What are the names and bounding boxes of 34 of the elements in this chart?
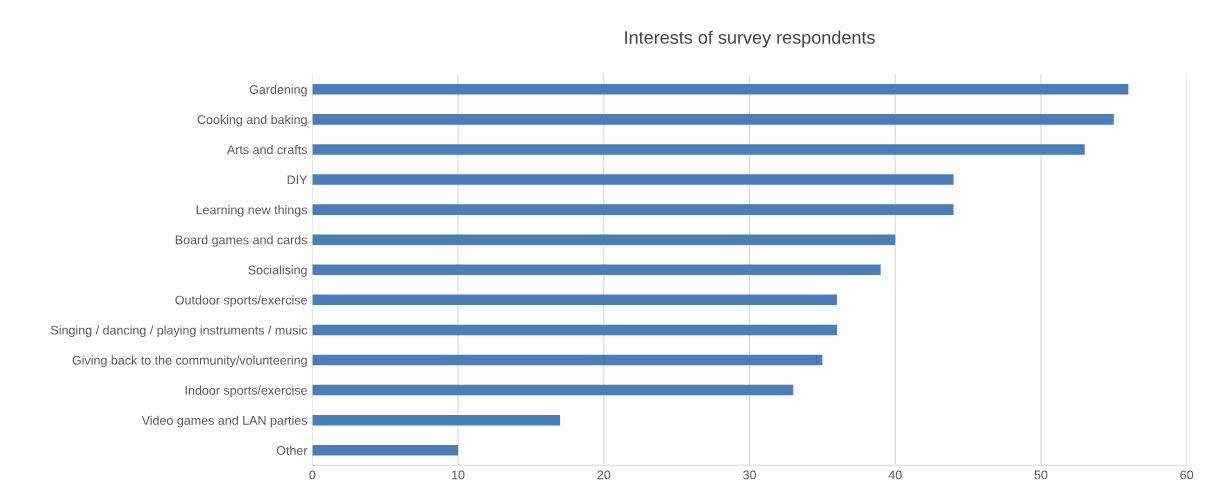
y-tick-label: Outdoor sports/exercise bbox=[175, 295, 307, 307]
x-tick-label: 50 bbox=[1034, 470, 1048, 480]
bar bbox=[312, 414, 561, 426]
bar bbox=[312, 264, 881, 276]
y-tick-label: Socialising bbox=[248, 265, 307, 277]
y-tick-label: Arts and crafts bbox=[226, 144, 308, 155]
y-tick-label: Cooking and baking bbox=[197, 114, 307, 127]
y-tick-label: Board games and cards bbox=[175, 235, 308, 247]
bar bbox=[312, 445, 459, 456]
bar bbox=[312, 294, 837, 306]
y-tick-label: Other bbox=[276, 445, 308, 455]
x-tick-label: 0 bbox=[309, 470, 316, 480]
bar bbox=[312, 354, 823, 366]
y-tick-label: Singing / dancing / playing instruments / music bbox=[51, 325, 308, 338]
x-tick-label: 40 bbox=[888, 470, 902, 480]
x-tick-label: 60 bbox=[1180, 470, 1194, 480]
x-tick-label: 20 bbox=[597, 470, 611, 480]
bar bbox=[312, 204, 954, 215]
y-tick-label: Giving back to the community/volunteering bbox=[72, 355, 307, 368]
bar bbox=[312, 384, 794, 396]
bar bbox=[312, 114, 1114, 125]
bar bbox=[312, 84, 1129, 95]
bar bbox=[312, 174, 954, 185]
y-tick-label: Indoor sports/exercise bbox=[185, 385, 307, 398]
y-tick-label: DIY bbox=[287, 175, 308, 185]
bar bbox=[312, 324, 837, 336]
chart-title: Interests of survey respondents bbox=[625, 30, 875, 48]
bar bbox=[312, 144, 1085, 155]
y-tick-label: Learning new things bbox=[196, 205, 308, 217]
x-tick-label: 10 bbox=[452, 470, 465, 480]
bar bbox=[312, 234, 896, 245]
y-tick-label: Gardening bbox=[249, 84, 307, 97]
x-tick-label: 30 bbox=[743, 470, 756, 480]
y-tick-label: Video games and LAN parties bbox=[141, 415, 308, 428]
